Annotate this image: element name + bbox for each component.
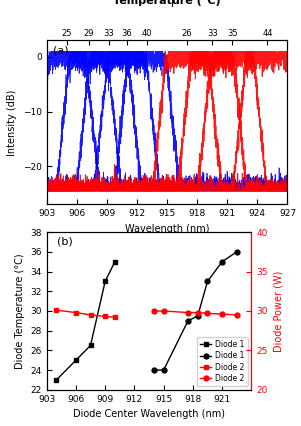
Text: (a): (a): [53, 46, 68, 55]
Y-axis label: Diode Power (W): Diode Power (W): [273, 270, 283, 352]
X-axis label: Diode Center Wavelength (nm): Diode Center Wavelength (nm): [73, 409, 225, 419]
X-axis label: Temperature (°C): Temperature (°C): [113, 0, 221, 6]
Y-axis label: Intensity (dB): Intensity (dB): [7, 89, 17, 155]
Legend: Diode 1, Diode 1, Diode 2, Diode 2: Diode 1, Diode 1, Diode 2, Diode 2: [197, 337, 247, 386]
Y-axis label: Diode Temperature (°C): Diode Temperature (°C): [15, 253, 25, 369]
Text: (b): (b): [57, 237, 73, 247]
X-axis label: Wavelength (nm): Wavelength (nm): [125, 224, 209, 234]
